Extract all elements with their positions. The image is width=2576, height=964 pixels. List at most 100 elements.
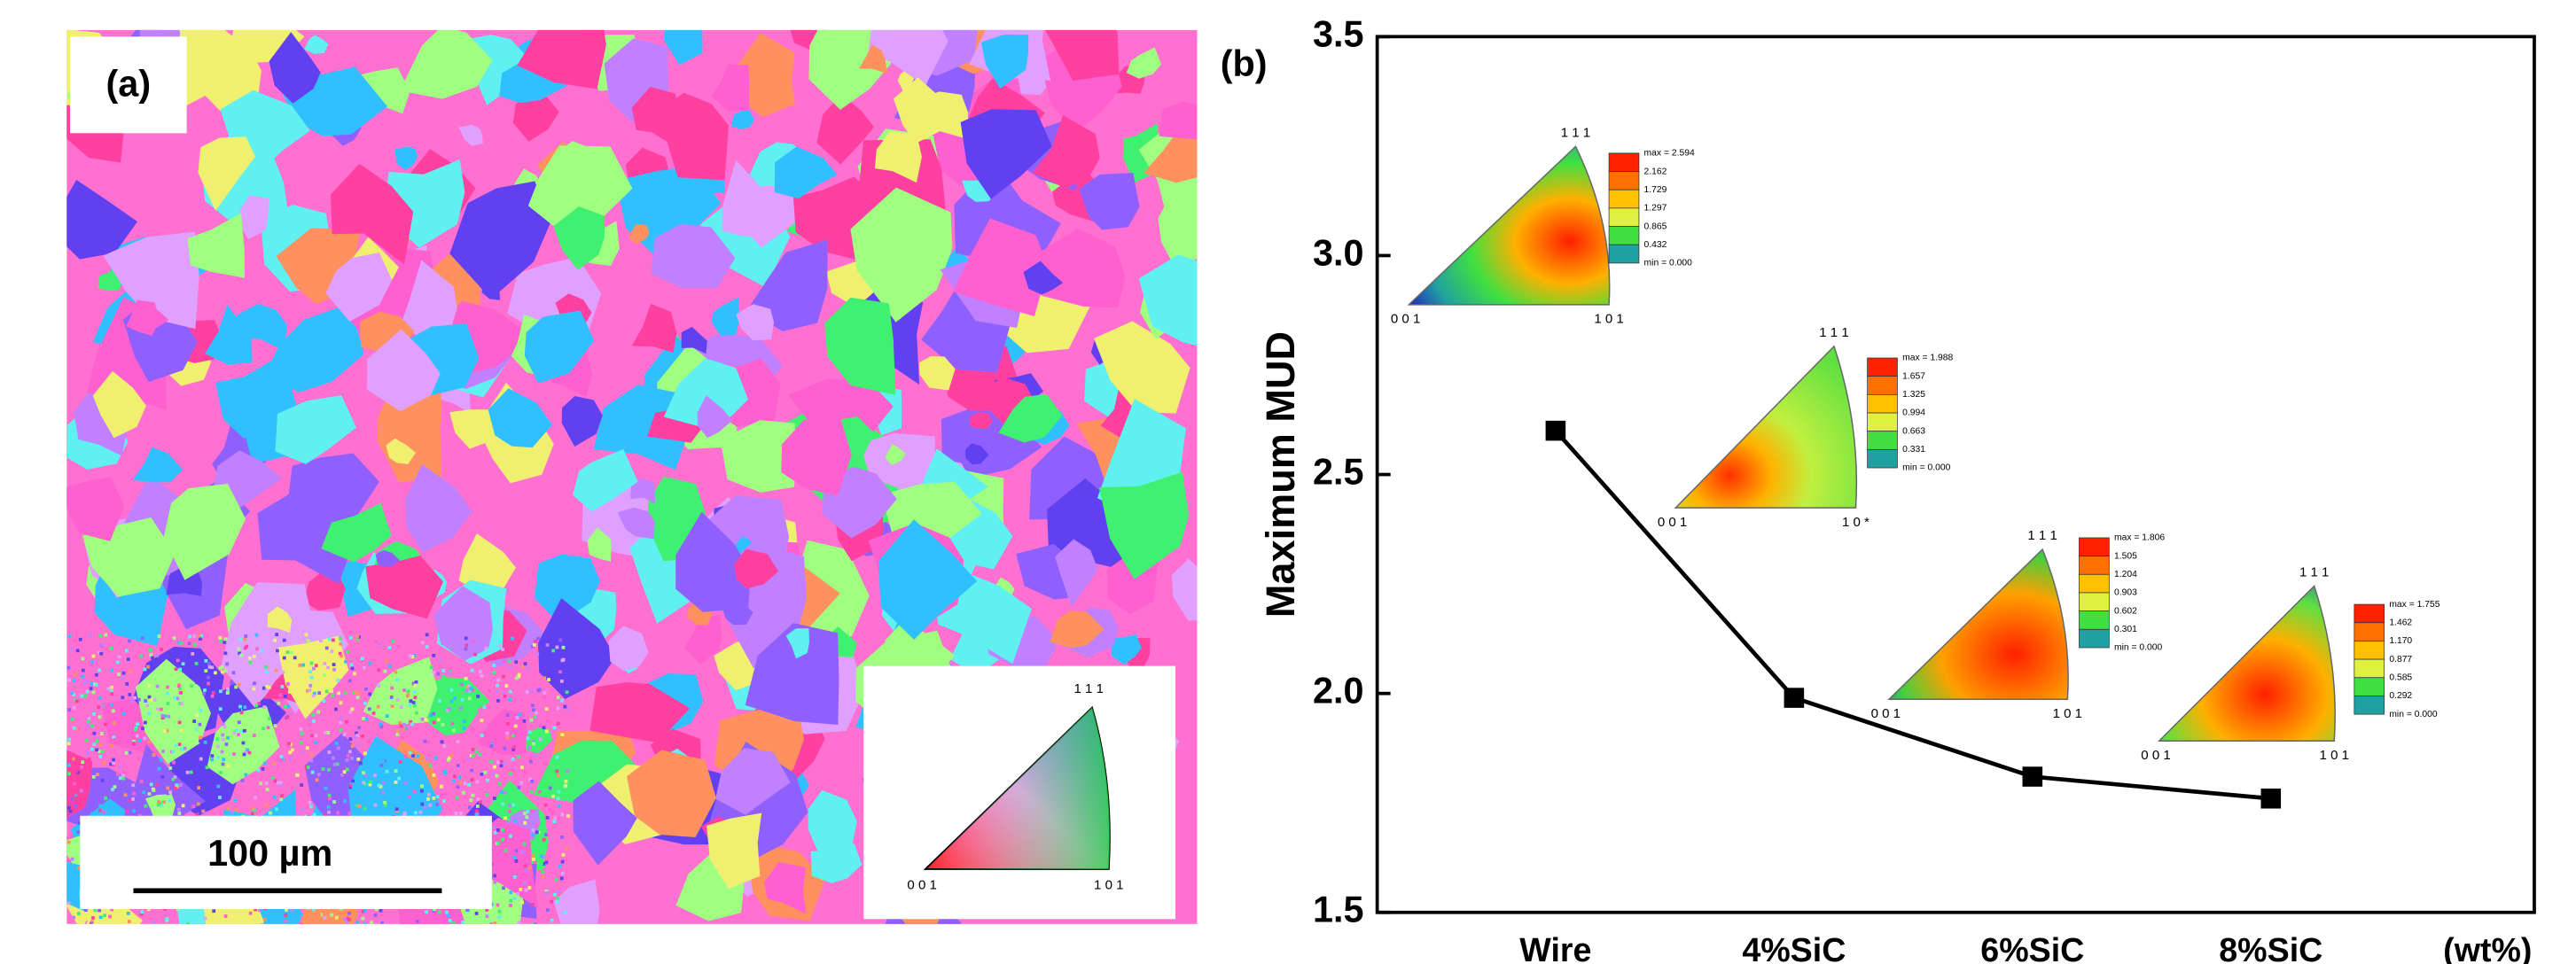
noise-pixel: [428, 803, 433, 807]
legend-swatch: [1867, 431, 1898, 450]
legend-label: 1.462: [2389, 618, 2412, 628]
noise-pixel: [517, 672, 521, 677]
noise-pixel: [442, 792, 447, 797]
noise-pixel: [166, 786, 170, 790]
noise-pixel: [531, 833, 535, 837]
noise-pixel: [124, 750, 129, 755]
noise-pixel: [252, 687, 256, 691]
noise-pixel: [531, 704, 535, 708]
noise-pixel: [222, 722, 225, 727]
noise-pixel: [196, 802, 200, 806]
noise-pixel: [541, 875, 545, 879]
noise-pixel: [128, 692, 132, 696]
x-tick-label: 6%SiC: [1980, 931, 2084, 964]
noise-pixel: [178, 782, 183, 787]
grain: [859, 44, 888, 74]
noise-pixel: [165, 917, 168, 921]
grain: [187, 213, 245, 278]
noise-pixel: [374, 640, 379, 644]
grain: [275, 395, 356, 464]
noise-pixel: [109, 762, 113, 766]
noise-pixel: [390, 704, 394, 709]
noise-pixel: [553, 816, 558, 820]
noise-pixel: [381, 758, 385, 763]
noise-pixel: [121, 774, 125, 778]
noise-pixel: [157, 634, 161, 638]
noise-pixel: [285, 650, 290, 654]
legend-label: 0.301: [2114, 625, 2137, 634]
noise-pixel: [297, 813, 301, 818]
noise-pixel: [473, 652, 477, 657]
noise-pixel: [74, 699, 79, 704]
grain: [481, 280, 501, 300]
noise-pixel: [174, 667, 178, 672]
noise-pixel: [531, 708, 535, 712]
noise-pixel: [489, 744, 494, 748]
noise-pixel: [225, 662, 230, 666]
noise-pixel: [168, 766, 173, 770]
grain: [1032, 114, 1100, 189]
noise-pixel: [254, 633, 259, 637]
noise-pixel: [492, 671, 496, 675]
noise-pixel: [376, 704, 380, 709]
noise-pixel: [290, 650, 294, 655]
noise-pixel: [409, 699, 413, 703]
noise-pixel: [363, 909, 368, 913]
noise-pixel: [471, 688, 475, 692]
noise-pixel: [300, 783, 303, 787]
noise-pixel: [273, 638, 277, 642]
noise-pixel: [66, 742, 71, 746]
noise-pixel: [90, 920, 94, 924]
noise-pixel: [545, 643, 550, 647]
noise-pixel: [355, 731, 358, 735]
noise-pixel: [278, 783, 283, 787]
noise-pixel: [526, 666, 530, 671]
noise-pixel: [218, 796, 222, 799]
noise-pixel: [462, 790, 465, 795]
noise-pixel: [226, 764, 230, 768]
noise-pixel: [336, 746, 340, 750]
y-tick-label: 3.5: [1313, 13, 1364, 54]
noise-pixel: [414, 811, 418, 815]
noise-pixel: [110, 692, 114, 696]
noise-pixel: [219, 771, 223, 774]
noise-pixel: [273, 779, 277, 783]
noise-pixel: [526, 810, 530, 813]
noise-pixel: [75, 649, 80, 653]
noise-pixel: [81, 657, 85, 661]
noise-pixel: [377, 783, 381, 788]
noise-pixel: [511, 734, 515, 738]
noise-pixel: [204, 772, 208, 775]
noise-pixel: [230, 810, 234, 814]
noise-pixel: [416, 754, 420, 758]
noise-pixel: [324, 689, 329, 694]
noise-pixel: [122, 770, 127, 774]
noise-pixel: [68, 809, 73, 813]
noise-pixel: [470, 768, 474, 773]
noise-pixel: [203, 740, 207, 744]
noise-pixel: [507, 804, 511, 808]
noise-pixel: [67, 763, 72, 767]
grain: [711, 297, 740, 337]
noise-pixel: [519, 888, 523, 891]
noise-pixel: [518, 712, 522, 717]
noise-pixel: [517, 755, 520, 759]
noise-pixel: [257, 702, 262, 705]
noise-pixel: [142, 790, 146, 795]
noise-pixel: [355, 734, 359, 738]
noise-pixel: [362, 665, 366, 670]
noise-pixel: [556, 706, 560, 711]
y-tick-label: 2.0: [1313, 671, 1364, 711]
noise-pixel: [102, 810, 106, 814]
noise-pixel: [349, 663, 354, 667]
noise-pixel: [334, 742, 339, 745]
noise-pixel: [385, 769, 389, 774]
noise-pixel: [84, 908, 88, 912]
noise-pixel: [523, 771, 527, 774]
noise-pixel: [194, 727, 199, 731]
grain: [684, 614, 722, 665]
noise-pixel: [551, 649, 556, 653]
grain: [126, 299, 160, 337]
noise-pixel: [503, 746, 507, 750]
noise-pixel: [531, 853, 535, 858]
